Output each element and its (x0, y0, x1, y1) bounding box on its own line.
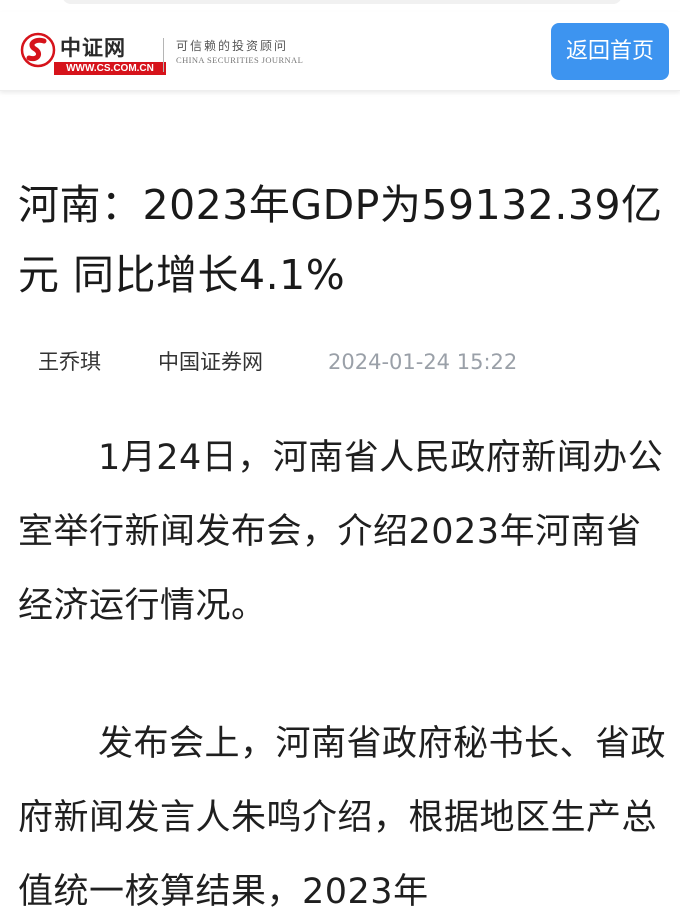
article-author: 王乔琪 (38, 350, 101, 374)
article-time: 2024-01-24 15:22 (328, 350, 518, 374)
logo-divider (163, 38, 164, 72)
article-paragraph: 1月24日，河南省人民政府新闻办公室举行新闻发布会，介绍2023年河南省经济运行… (18, 438, 664, 626)
back-to-home-button[interactable]: 返回首页 (551, 23, 669, 80)
top-strip (0, 0, 680, 12)
article-paragraph: 发布会上，河南省政府秘书长、省政府新闻发言人朱鸣介绍，根据地区生产总值统一核算结… (18, 724, 667, 909)
tagline-en: CHINA SECURITIES JOURNAL (176, 55, 304, 65)
tagline: 可信赖的投资顾问 CHINA SECURITIES JOURNAL (176, 38, 326, 66)
site-logo[interactable]: 中证网 WWW.CS.COM.CN (20, 30, 166, 76)
logo-name: 中证网 (60, 35, 126, 60)
address-bar[interactable] (62, 0, 622, 4)
logo-url: WWW.CS.COM.CN (54, 62, 166, 75)
logo-mark-icon (20, 32, 56, 68)
article-source[interactable]: 中国证券网 (158, 350, 263, 374)
tagline-cn: 可信赖的投资顾问 (176, 39, 289, 53)
site-header: 中证网 WWW.CS.COM.CN 可信赖的投资顾问 CHINA SECURIT… (0, 12, 680, 91)
article-title: 河南：2023年GDP为59132.39亿元 同比增长4.1% (18, 181, 663, 299)
article-meta: 王乔琪 中国证券网 2024-01-24 15:22 (38, 345, 658, 379)
